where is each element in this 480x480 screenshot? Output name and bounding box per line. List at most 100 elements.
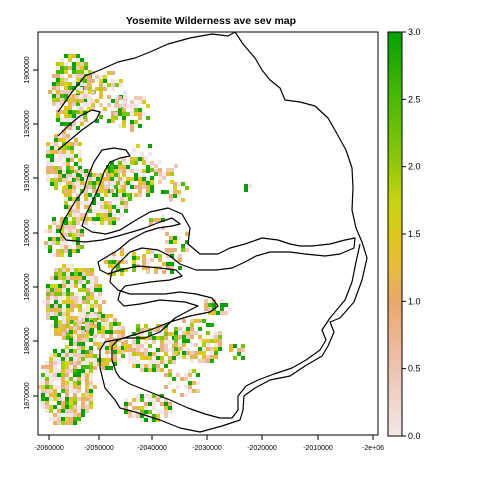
raster-cell — [214, 351, 218, 355]
raster-cell — [177, 236, 181, 240]
raster-cell — [138, 124, 142, 128]
raster-cell — [64, 106, 68, 110]
raster-cell — [122, 116, 126, 120]
raster-cell — [82, 308, 86, 312]
raster-cell — [65, 349, 69, 353]
raster-cell — [76, 102, 80, 106]
raster-cell — [109, 350, 113, 354]
x-tick-label: -2040000 — [137, 445, 167, 452]
raster-cell — [65, 413, 69, 417]
raster-cell — [81, 338, 85, 342]
raster-cell — [165, 232, 169, 236]
raster-cell — [66, 332, 70, 336]
raster-cell — [161, 190, 165, 194]
raster-cell — [132, 252, 136, 256]
raster-cell — [66, 276, 70, 280]
raster-cell — [66, 300, 70, 304]
raster-cell — [78, 280, 82, 284]
raster-cell — [103, 87, 107, 91]
raster-cell — [77, 373, 81, 377]
raster-cell — [85, 405, 89, 409]
raster-cell — [206, 331, 210, 335]
raster-cell — [142, 173, 146, 177]
raster-cell — [92, 181, 96, 185]
raster-cell — [45, 381, 49, 385]
raster-cell — [65, 409, 69, 413]
raster-cell — [120, 272, 124, 276]
raster-cell — [148, 364, 152, 368]
raster-cell — [85, 358, 89, 362]
raster-cell — [88, 217, 92, 221]
raster-cell — [140, 414, 144, 418]
raster-cell — [108, 217, 112, 221]
raster-cell — [214, 347, 218, 351]
raster-cell — [105, 322, 109, 326]
raster-cell — [113, 318, 117, 322]
raster-cell — [90, 300, 94, 304]
raster-cell — [81, 330, 85, 334]
raster-cell — [178, 347, 182, 351]
raster-cell — [118, 165, 122, 169]
raster-cell — [54, 312, 58, 316]
raster-cell — [56, 86, 60, 90]
raster-cell — [146, 165, 150, 169]
raster-cell — [161, 218, 165, 222]
raster-cell — [60, 62, 64, 66]
raster-cell — [66, 324, 70, 328]
raster-cell — [186, 351, 190, 355]
raster-cell — [80, 58, 84, 62]
raster-cell — [85, 389, 89, 393]
raster-cell — [46, 178, 50, 182]
raster-cell — [136, 348, 140, 352]
raster-cell — [114, 116, 118, 120]
raster-cell — [86, 292, 90, 296]
raster-cell — [50, 150, 54, 154]
x-tick-label: -2020000 — [247, 445, 277, 452]
raster-cell — [60, 74, 64, 78]
raster-cell — [54, 138, 58, 142]
raster-cell — [109, 334, 113, 338]
raster-cell — [122, 169, 126, 173]
colorbar — [387, 31, 403, 437]
raster-cell — [210, 347, 214, 351]
raster-cell — [70, 154, 74, 158]
raster-cell — [112, 217, 116, 221]
raster-cell — [82, 284, 86, 288]
raster-cell — [138, 193, 142, 197]
raster-cell — [165, 190, 169, 194]
raster-cell — [73, 330, 77, 334]
raster-cell — [46, 316, 50, 320]
raster-cell — [70, 304, 74, 308]
raster-cell — [128, 197, 132, 201]
raster-cell — [64, 66, 68, 70]
raster-cell — [58, 158, 62, 162]
raster-cell — [194, 331, 198, 335]
raster-cell — [142, 169, 146, 173]
raster-cell — [69, 357, 73, 361]
raster-cell — [50, 166, 54, 170]
raster-cell — [69, 369, 73, 373]
raster-cell — [174, 343, 178, 347]
raster-cell — [49, 393, 53, 397]
raster-cell — [50, 288, 54, 292]
raster-cell — [233, 344, 237, 348]
raster-cell — [73, 393, 77, 397]
raster-cell — [65, 373, 69, 377]
raster-cell — [77, 350, 81, 354]
raster-cell — [82, 296, 86, 300]
raster-cell — [70, 284, 74, 288]
raster-cell — [124, 340, 128, 344]
raster-cell — [124, 201, 128, 205]
raster-cell — [100, 201, 104, 205]
raster-cell — [64, 217, 68, 221]
raster-cell — [53, 413, 57, 417]
raster-cell — [164, 336, 168, 340]
raster-cell — [49, 409, 53, 413]
raster-cell — [84, 205, 88, 209]
raster-cell — [64, 249, 68, 253]
raster-cell — [54, 320, 58, 324]
raster-cell — [86, 304, 90, 308]
raster-cell — [48, 249, 52, 253]
raster-cell — [174, 347, 178, 351]
raster-cell — [124, 205, 128, 209]
